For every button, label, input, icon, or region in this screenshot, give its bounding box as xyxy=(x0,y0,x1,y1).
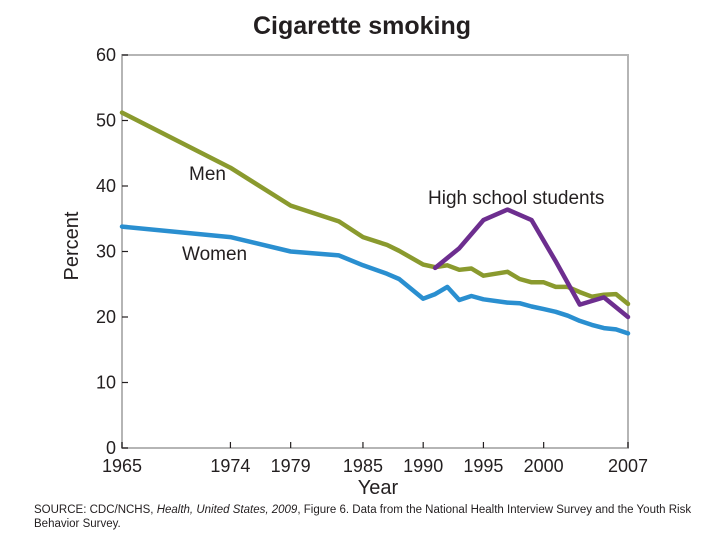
chart-title: Cigarette smoking xyxy=(253,12,471,40)
series-layer xyxy=(119,110,631,336)
y-tick-label: 30 xyxy=(96,242,116,262)
x-tick-label: 1965 xyxy=(102,456,142,476)
series-label-women: Women xyxy=(182,244,247,265)
series-label-high-school-students: High school students xyxy=(428,188,604,209)
x-tick-label: 2000 xyxy=(524,456,564,476)
y-axis: 0 10 20 30 40 50 60 xyxy=(96,45,128,458)
x-tick-label: 1974 xyxy=(210,456,250,476)
series-label-men: Men xyxy=(189,164,226,185)
x-tick-label: 1985 xyxy=(343,456,383,476)
source-note: SOURCE: CDC/NCHS, Health, United States,… xyxy=(34,503,704,531)
x-tick-label: 1990 xyxy=(403,456,443,476)
source-prefix: SOURCE: CDC/NCHS, xyxy=(34,504,157,516)
y-tick-label: 50 xyxy=(96,111,116,131)
source-publication: Health, United States, 2009 xyxy=(156,504,298,516)
y-tick-label: 10 xyxy=(96,373,116,393)
y-tick-label: 0 xyxy=(106,438,116,458)
y-axis-title: Percent xyxy=(61,211,83,280)
x-tick-label: 1979 xyxy=(271,456,311,476)
series-line-men xyxy=(119,110,631,307)
x-axis: 1965 1974 1979 1985 1990 1995 2000 2007 xyxy=(102,442,648,476)
y-tick-label: 40 xyxy=(96,176,116,196)
y-tick-label: 60 xyxy=(96,45,116,65)
x-tick-label: 2007 xyxy=(608,456,648,476)
series-line-high-school-students xyxy=(432,207,631,320)
source-suffix: , Figure 6. Data from the National Healt… xyxy=(34,504,692,530)
cigarette-smoking-chart: Cigarette smoking 0 10 20 30 40 50 60 1965 1974… xyxy=(61,12,648,499)
y-tick-label: 20 xyxy=(96,307,116,327)
x-tick-label: 1995 xyxy=(463,456,503,476)
series-line-women xyxy=(119,224,631,336)
x-axis-title: Year xyxy=(358,477,399,499)
